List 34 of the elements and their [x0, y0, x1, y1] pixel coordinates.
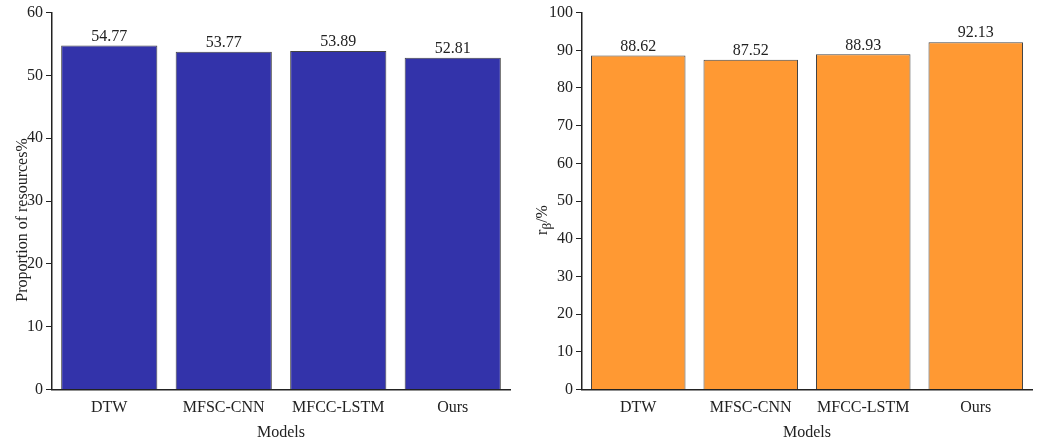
y-tick-label: 0: [35, 379, 43, 397]
y-tick-label: 60: [27, 2, 43, 20]
y-tick-label: 90: [557, 40, 573, 58]
data-label: 88.93: [845, 35, 882, 53]
x-tick-label: MFSC-CNN: [182, 398, 266, 416]
data-label: 92.13: [957, 23, 994, 41]
data-label: 88.62: [620, 36, 657, 54]
y-tick-label: 40: [27, 128, 43, 146]
x-tick-label: MFSC-CNN: [709, 398, 793, 416]
data-label: 53.89: [320, 32, 357, 50]
y-tick-label: 40: [557, 229, 573, 246]
y-tick-label: 100: [549, 2, 573, 20]
x-axis-title: Models: [257, 422, 305, 440]
x-tick-label: Ours: [960, 398, 992, 416]
x-tick-label: DTW: [91, 398, 129, 416]
data-label: 52.81: [434, 38, 471, 56]
x-axis-title: Models: [783, 422, 831, 440]
x-tick-label: Ours: [437, 398, 469, 416]
data-label: 87.52: [732, 40, 769, 58]
y-tick-label: 10: [27, 316, 43, 334]
y-tick-label: 0: [565, 379, 573, 397]
y-tick-label: 50: [557, 191, 573, 209]
x-tick-label: DTW: [620, 398, 658, 416]
data-label: 53.77: [205, 32, 242, 50]
x-tick-label: MFCC-LSTM: [292, 398, 385, 416]
data-label: 54.77: [91, 26, 128, 44]
y-tick-label: 10: [557, 342, 573, 360]
x-tick-label: MFCC-LSTM: [817, 398, 910, 416]
y-tick-label: 50: [27, 65, 43, 83]
y-tick-label: 20: [557, 304, 573, 322]
y-tick-label: 70: [557, 115, 573, 133]
y-tick-label: 60: [557, 153, 573, 171]
y-tick-label: 30: [557, 266, 573, 284]
y-tick-label: 80: [557, 78, 573, 96]
